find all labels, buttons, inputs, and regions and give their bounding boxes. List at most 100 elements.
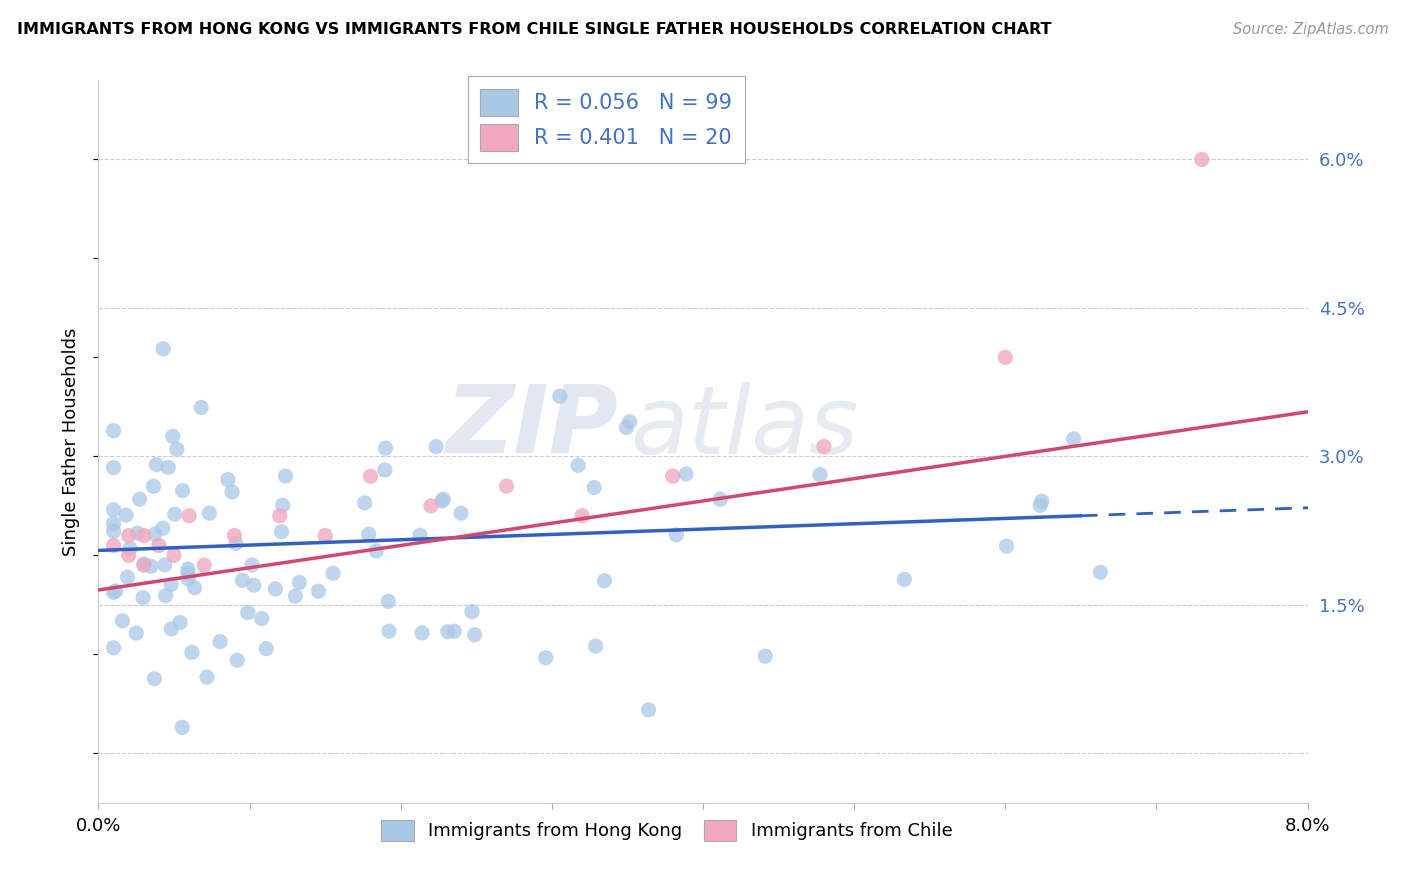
Point bbox=[153, 558, 176, 572]
Point bbox=[411, 626, 433, 640]
Point bbox=[221, 485, 243, 500]
Point bbox=[132, 558, 155, 573]
Point bbox=[1090, 566, 1112, 580]
Point bbox=[254, 641, 277, 656]
Point bbox=[425, 440, 447, 454]
Point bbox=[145, 458, 167, 472]
Point bbox=[1029, 499, 1052, 513]
Point bbox=[314, 528, 336, 542]
Point bbox=[225, 536, 247, 550]
Point bbox=[127, 526, 149, 541]
Point bbox=[155, 589, 177, 603]
Point bbox=[288, 575, 311, 590]
Point bbox=[117, 570, 139, 584]
Point bbox=[754, 649, 776, 664]
Point bbox=[374, 463, 396, 477]
Point bbox=[172, 483, 194, 498]
Point bbox=[198, 506, 221, 520]
Point bbox=[103, 516, 125, 531]
Point bbox=[264, 582, 287, 596]
Point bbox=[274, 469, 297, 483]
Point bbox=[409, 528, 432, 542]
Point bbox=[118, 528, 141, 542]
Text: atlas: atlas bbox=[630, 382, 859, 473]
Point bbox=[157, 460, 180, 475]
Point bbox=[464, 628, 486, 642]
Point bbox=[461, 605, 484, 619]
Point bbox=[614, 420, 637, 434]
Text: ZIP: ZIP bbox=[446, 381, 619, 473]
Text: IMMIGRANTS FROM HONG KONG VS IMMIGRANTS FROM CHILE SINGLE FATHER HOUSEHOLDS CORR: IMMIGRANTS FROM HONG KONG VS IMMIGRANTS … bbox=[17, 22, 1052, 37]
Text: Source: ZipAtlas.com: Source: ZipAtlas.com bbox=[1233, 22, 1389, 37]
Point bbox=[813, 440, 835, 454]
Point bbox=[152, 342, 174, 356]
Point bbox=[443, 624, 465, 639]
Point bbox=[162, 429, 184, 443]
Point bbox=[163, 549, 186, 563]
Point bbox=[152, 521, 174, 535]
Point bbox=[366, 544, 388, 558]
Point bbox=[377, 594, 399, 608]
Point bbox=[177, 562, 200, 576]
Point bbox=[132, 528, 155, 542]
Point bbox=[436, 624, 458, 639]
Legend: Immigrants from Hong Kong, Immigrants from Chile: Immigrants from Hong Kong, Immigrants fr… bbox=[374, 813, 960, 848]
Point bbox=[378, 624, 401, 638]
Point bbox=[1031, 494, 1053, 508]
Point bbox=[1063, 432, 1085, 446]
Point bbox=[322, 566, 344, 581]
Point bbox=[567, 458, 589, 473]
Point bbox=[675, 467, 697, 481]
Point bbox=[271, 498, 294, 512]
Point bbox=[103, 460, 125, 475]
Point bbox=[104, 584, 127, 599]
Point bbox=[166, 442, 188, 456]
Point bbox=[430, 494, 453, 508]
Point bbox=[593, 574, 616, 588]
Point bbox=[583, 481, 606, 495]
Point bbox=[661, 469, 683, 483]
Point bbox=[808, 467, 831, 482]
Point bbox=[240, 558, 263, 572]
Point bbox=[163, 507, 186, 521]
Point bbox=[534, 650, 557, 665]
Point bbox=[115, 508, 138, 522]
Point bbox=[190, 401, 212, 415]
Point bbox=[994, 351, 1017, 365]
Point bbox=[103, 640, 125, 655]
Point bbox=[143, 672, 166, 686]
Point bbox=[619, 415, 641, 429]
Point bbox=[236, 606, 259, 620]
Point bbox=[103, 539, 125, 553]
Point bbox=[637, 703, 659, 717]
Point bbox=[142, 479, 165, 493]
Point bbox=[103, 585, 125, 599]
Point bbox=[103, 502, 125, 516]
Point bbox=[139, 559, 162, 574]
Point bbox=[132, 557, 155, 571]
Point bbox=[183, 581, 205, 595]
Point bbox=[585, 639, 607, 653]
Point bbox=[128, 492, 150, 507]
Point bbox=[172, 720, 194, 734]
Point bbox=[103, 524, 125, 539]
Point bbox=[120, 541, 142, 556]
Point bbox=[169, 615, 191, 630]
Point bbox=[893, 573, 915, 587]
Point bbox=[374, 441, 396, 455]
Point bbox=[284, 589, 307, 603]
Point bbox=[177, 566, 200, 581]
Point bbox=[495, 479, 517, 493]
Point bbox=[353, 496, 375, 510]
Point bbox=[571, 508, 593, 523]
Point bbox=[450, 506, 472, 520]
Point bbox=[209, 634, 232, 648]
Point bbox=[160, 622, 183, 636]
Point bbox=[1191, 153, 1213, 167]
Point bbox=[995, 539, 1018, 553]
Point bbox=[548, 389, 571, 403]
Point bbox=[217, 473, 239, 487]
Point bbox=[118, 549, 141, 563]
Point bbox=[360, 469, 382, 483]
Point bbox=[269, 508, 291, 523]
